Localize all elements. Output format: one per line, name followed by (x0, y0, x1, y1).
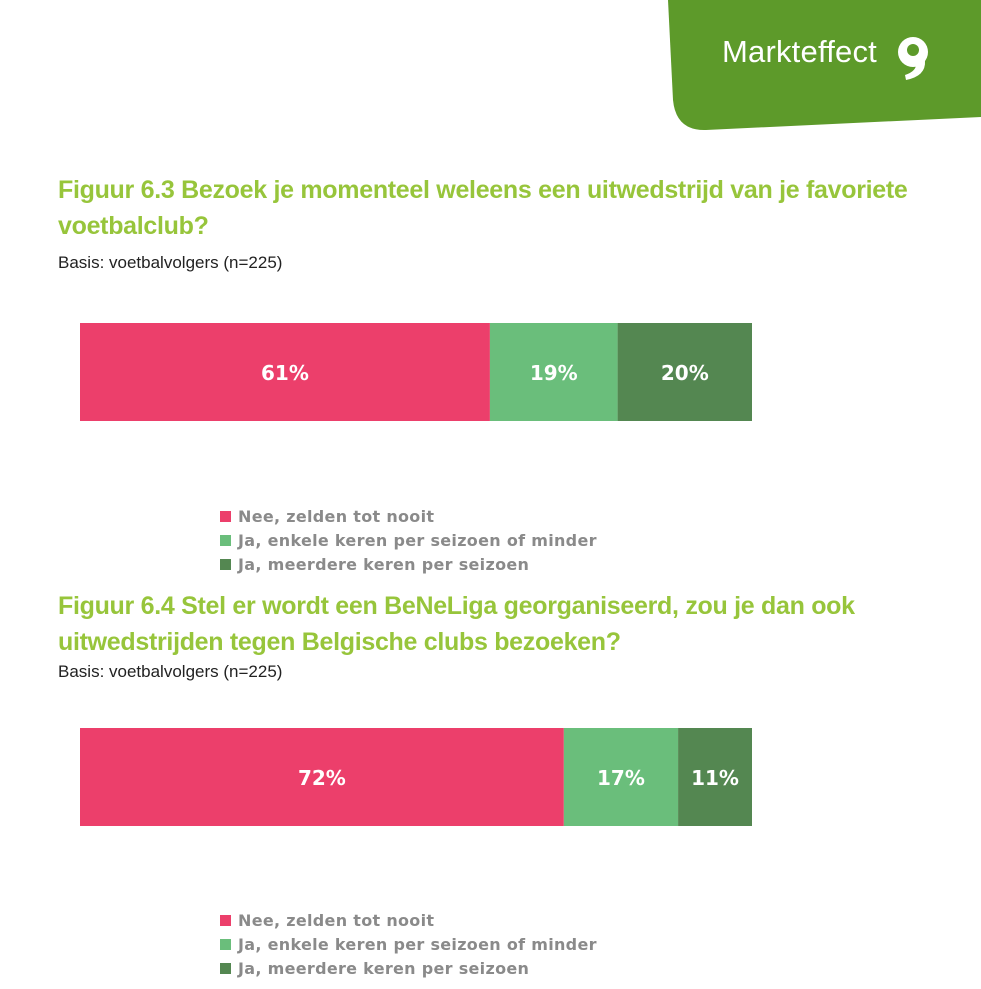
brand-banner (668, 0, 981, 131)
brand-header: Markteffect (0, 0, 981, 140)
bar-segment (80, 728, 564, 826)
legend-swatch (220, 938, 231, 950)
legend-item: Ja, meerdere keren per seizoen (220, 552, 597, 576)
brand-banner-shape (668, 0, 981, 131)
legend-label: Ja, enkele keren per seizoen of minder (238, 530, 597, 550)
chart-2-plot: 72%17%11%0%20%40%60%80%100% (80, 728, 752, 826)
legend-item: Ja, meerdere keren per seizoen (220, 956, 597, 980)
legend-item: Nee, zelden tot nooit (220, 908, 597, 932)
legend-label: Ja, meerdere keren per seizoen (238, 554, 530, 574)
bar-data-label: 19% (530, 361, 578, 385)
chart-1-plot: 61%19%20%0%20%40%60%80%100% (80, 323, 752, 421)
bar-data-label: 72% (298, 766, 346, 790)
legend-swatch (220, 534, 231, 546)
chart-2-legend: Nee, zelden tot nooit Ja, enkele keren p… (220, 908, 597, 980)
bar-segment (80, 323, 490, 421)
legend-swatch (220, 558, 231, 570)
bar-segment (678, 728, 752, 826)
bar-data-label: 61% (261, 361, 309, 385)
chart-1-title: Figuur 6.3 Bezoek je momenteel weleens e… (58, 176, 908, 240)
legend-item: Ja, enkele keren per seizoen of minder (220, 932, 597, 956)
bar-segment (489, 323, 618, 421)
bar-segment (563, 728, 679, 826)
legend-label: Ja, enkele keren per seizoen of minder (238, 934, 597, 954)
legend-item: Ja, enkele keren per seizoen of minder (220, 528, 597, 552)
brand-logo-icon (898, 37, 928, 80)
chart-1-legend: Nee, zelden tot nooit Ja, enkele keren p… (220, 504, 597, 576)
chart-2-title: Figuur 6.4 Stel er wordt een BeNeLiga ge… (58, 592, 855, 656)
legend-label: Ja, meerdere keren per seizoen (238, 958, 530, 978)
legend-swatch (220, 510, 231, 522)
bar-data-label: 11% (691, 766, 739, 790)
legend-label: Nee, zelden tot nooit (238, 910, 435, 930)
bar-data-label: 20% (661, 361, 709, 385)
legend-swatch (220, 914, 231, 926)
brand-name: Markteffect (722, 34, 877, 69)
legend-swatch (220, 962, 231, 974)
bar-data-label: 17% (597, 766, 645, 790)
bar-segment (617, 323, 752, 421)
chart-2-basis: Basis: voetbalvolgers (n=225) (58, 662, 283, 681)
chart-1-basis: Basis: voetbalvolgers (n=225) (58, 253, 283, 272)
legend-label: Nee, zelden tot nooit (238, 506, 435, 526)
legend-item: Nee, zelden tot nooit (220, 504, 597, 528)
